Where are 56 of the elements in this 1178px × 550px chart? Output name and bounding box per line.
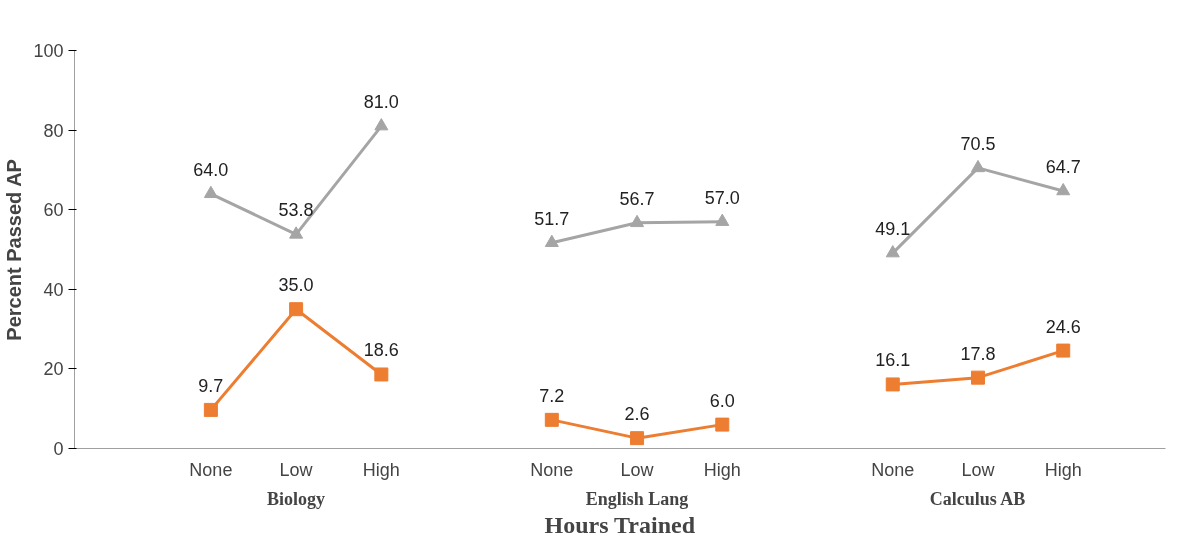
point <box>374 367 389 382</box>
data-label: 64.0 <box>193 159 229 180</box>
point <box>289 302 304 317</box>
data-label: 9.7 <box>198 375 224 396</box>
x-tick-label: None <box>530 459 574 480</box>
point <box>970 370 985 385</box>
point <box>544 412 559 427</box>
point <box>374 118 389 131</box>
x-tick-label: Low <box>620 459 655 480</box>
point <box>1056 343 1071 358</box>
data-label: 56.7 <box>619 188 655 209</box>
x-tick-label: None <box>871 459 915 480</box>
point <box>630 214 645 228</box>
data-label: 2.6 <box>624 404 650 425</box>
point <box>289 226 304 239</box>
data-label: 51.7 <box>534 208 570 229</box>
text: Calculus AB <box>929 488 1026 509</box>
text: Biology <box>267 488 326 509</box>
point <box>203 185 218 199</box>
data-label: 18.6 <box>363 340 399 361</box>
data-label: 70.5 <box>960 133 996 154</box>
data-label: 49.1 <box>875 219 911 240</box>
y-axis-title: Percent Passed AP <box>3 159 26 341</box>
data-label: 35.0 <box>278 275 314 296</box>
data-label: 24.6 <box>1045 316 1081 337</box>
y-tick-label: 0 <box>53 439 64 459</box>
data-label: 16.1 <box>875 350 911 371</box>
point <box>203 402 218 417</box>
x-tick-label: High <box>1044 459 1082 480</box>
point <box>630 431 645 446</box>
y-tick-label: 80 <box>43 120 64 141</box>
data-label: 7.2 <box>539 385 565 406</box>
data-label: 64.7 <box>1045 156 1081 177</box>
x-tick-label: Low <box>961 459 996 480</box>
y-tick-label: 40 <box>43 279 64 300</box>
point <box>885 245 900 258</box>
x-tick-label: High <box>703 459 741 480</box>
x-tick-label: High <box>362 459 400 480</box>
point <box>970 159 985 173</box>
data-label: 17.8 <box>960 343 996 364</box>
x-axis-title: Hours Trained <box>544 511 696 538</box>
text: English Lang <box>585 488 689 509</box>
x-tick-label: None <box>189 459 233 480</box>
data-label: 6.0 <box>709 390 735 411</box>
data-label: 57.0 <box>704 187 740 208</box>
x-tick-label: Low <box>279 459 314 480</box>
y-tick-label: 100 <box>33 41 64 61</box>
y-tick-label: 60 <box>43 200 64 221</box>
point <box>885 377 900 392</box>
point <box>715 417 730 432</box>
point <box>715 213 730 226</box>
y-tick-label: 20 <box>43 359 64 380</box>
data-label: 53.8 <box>278 200 314 221</box>
data-label: 81.0 <box>363 92 399 113</box>
point <box>544 234 559 247</box>
point <box>1056 182 1071 196</box>
